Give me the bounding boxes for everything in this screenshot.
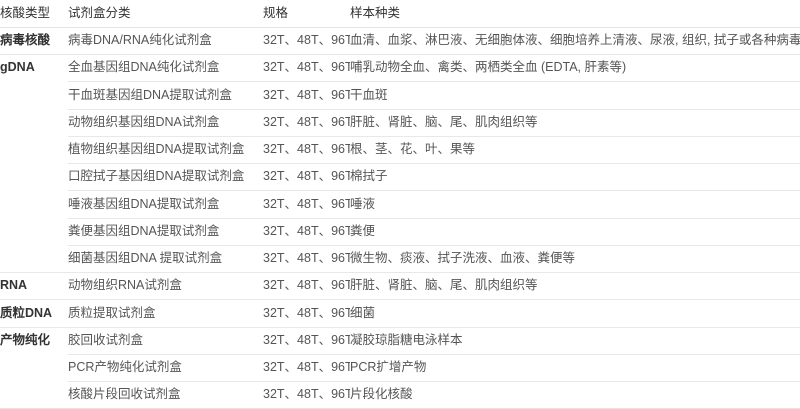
table-row: 口腔拭子基因组DNA提取试剂盒 32T、48T、96T 棉拭子 [0,162,800,191]
cell-kit-category: 口腔拭子基因组DNA提取试剂盒 [68,162,263,191]
cell-nucleic-acid-type: 产物纯化 [0,326,68,355]
cell-specification: 32T、48T、96T [263,108,350,137]
cell-nucleic-acid-type [0,191,68,218]
table-row: 唾液基因组DNA提取试剂盒 32T、48T、96T 唾液 [0,190,800,218]
cell-kit-category: 胶回收试剂盒 [68,326,263,355]
cell-kit-category: 干血斑基因组DNA提取试剂盒 [68,81,263,109]
table-body: 病毒核酸 病毒DNA/RNA纯化试剂盒 32T、48T、96T 血清、血浆、淋巴液、无… [0,27,800,409]
cell-sample-type: 微生物、痰液、拭子洗液、血液、粪便等 [350,244,800,273]
cell-sample-type: 片段化核酸 [350,380,800,409]
cell-sample-type: 粪便 [350,217,800,246]
cell-specification: 32T、48T、96T [263,353,350,382]
cell-nucleic-acid-type: gDNA [0,53,68,82]
cell-nucleic-acid-type [0,82,68,109]
cell-sample-type: 唾液 [350,190,800,218]
cell-nucleic-acid-type: RNA [0,271,68,300]
table-row: 细菌基因组DNA 提取试剂盒 32T、48T、96T 微生物、痰液、拭子洗液、血液、… [0,244,800,273]
table-row: 粪便基因组DNA提取试剂盒 32T、48T、96T 粪便 [0,217,800,246]
table-row: 质粒DNA 质粒提取试剂盒 32T、48T、96T 细菌 [0,299,800,327]
cell-nucleic-acid-type [0,218,68,245]
column-header-kit-category: 试剂盒分类 [68,0,263,28]
table-row: 动物组织基因组DNA试剂盒 32T、48T、96T 肝脏、肾脏、脑、尾、肌肉组织等 [0,108,800,137]
cell-sample-type: 血清、血浆、淋巴液、无细胞体液、细胞培养上清液、尿液, 组织, 拭子或各种病毒保… [350,33,800,48]
cell-specification: 32T、48T、96T [263,299,350,327]
cell-sample-type: 哺乳动物全血、禽类、两栖类全血 (EDTA, 肝素等) [350,53,800,82]
cell-sample-type: 肝脏、肾脏、脑、尾、肌肉组织等 [350,271,800,300]
cell-kit-category: 病毒DNA/RNA纯化试剂盒 [68,33,212,48]
table-row: gDNA 全血基因组DNA纯化试剂盒 32T、48T、96T 哺乳动物全血、禽类、两栖… [0,53,800,82]
cell-specification: 32T、48T、96T [263,33,350,48]
cell-nucleic-acid-type [0,245,68,272]
cell-nucleic-acid-type [0,136,68,163]
cell-nucleic-acid-type [0,164,68,191]
column-header-specification: 规格 [263,0,350,28]
cell-specification: 32T、48T、96T [263,162,350,191]
cell-kit-category: 唾液基因组DNA提取试剂盒 [68,190,263,218]
cell-kit-category: 核酸片段回收试剂盒 [68,380,263,409]
column-header-nucleic-acid-type: 核酸类型 [0,0,68,28]
cell-specification: 32T、48T、96T [263,81,350,109]
table-header: 核酸类型 试剂盒分类 规格 样本种类 [0,0,800,28]
cell-specification: 32T、48T、96T [263,244,350,273]
cell-kit-category: 植物组织基因组DNA提取试剂盒 [68,135,263,164]
cell-kit-category: 动物组织RNA试剂盒 [68,271,263,300]
cell-nucleic-acid-type [0,381,68,409]
cell-nucleic-acid-type: 病毒核酸 [0,33,51,48]
cell-specification: 32T、48T、96T [263,135,350,164]
cell-sample-type: 凝胶琼脂糖电泳样本 [350,326,800,355]
cell-specification: 32T、48T、96T [263,380,350,409]
cell-sample-type: 肝脏、肾脏、脑、尾、肌肉组织等 [350,108,800,137]
cell-sample-type: PCR扩增产物 [350,353,800,382]
cell-nucleic-acid-type: 质粒DNA [0,299,68,327]
cell-nucleic-acid-type [0,109,68,136]
table-row: 植物组织基因组DNA提取试剂盒 32T、48T、96T 根、茎、花、叶、果等 [0,135,800,164]
cell-kit-category: 质粒提取试剂盒 [68,299,263,327]
table-row: 核酸片段回收试剂盒 32T、48T、96T 片段化核酸 [0,380,800,409]
cell-specification: 32T、48T、96T [263,190,350,218]
cell-sample-type: 根、茎、花、叶、果等 [350,135,800,164]
cell-sample-type: 细菌 [350,299,800,327]
cell-kit-category: 细菌基因组DNA 提取试剂盒 [68,244,263,273]
table-row: 产物纯化 胶回收试剂盒 32T、48T、96T 凝胶琼脂糖电泳样本 [0,326,800,355]
cell-nucleic-acid-type [0,354,68,381]
cell-sample-type: 棉拭子 [350,162,800,191]
table-row: 干血斑基因组DNA提取试剂盒 32T、48T、96T 干血斑 [0,81,800,109]
table-header-row: 核酸类型 试剂盒分类 规格 样本种类 [0,0,800,28]
table-row: PCR产物纯化试剂盒 32T、48T、96T PCR扩增产物 [0,353,800,382]
cell-sample-type: 干血斑 [350,81,800,109]
cell-kit-category: 粪便基因组DNA提取试剂盒 [68,217,263,246]
cell-kit-category: PCR产物纯化试剂盒 [68,353,263,382]
column-header-sample-type: 样本种类 [350,0,800,28]
cell-specification: 32T、48T、96T [263,271,350,300]
cell-kit-category: 动物组织基因组DNA试剂盒 [68,108,263,137]
cell-specification: 32T、48T、96T [263,53,350,82]
cell-specification: 32T、48T、96T [263,326,350,355]
table-row: 病毒核酸 病毒DNA/RNA纯化试剂盒 32T、48T、96T 血清、血浆、淋巴液、无… [0,27,800,54]
cell-kit-category: 全血基因组DNA纯化试剂盒 [68,53,263,82]
cell-specification: 32T、48T、96T [263,217,350,246]
table-row: RNA 动物组织RNA试剂盒 32T、48T、96T 肝脏、肾脏、脑、尾、肌肉组织等 [0,271,800,300]
